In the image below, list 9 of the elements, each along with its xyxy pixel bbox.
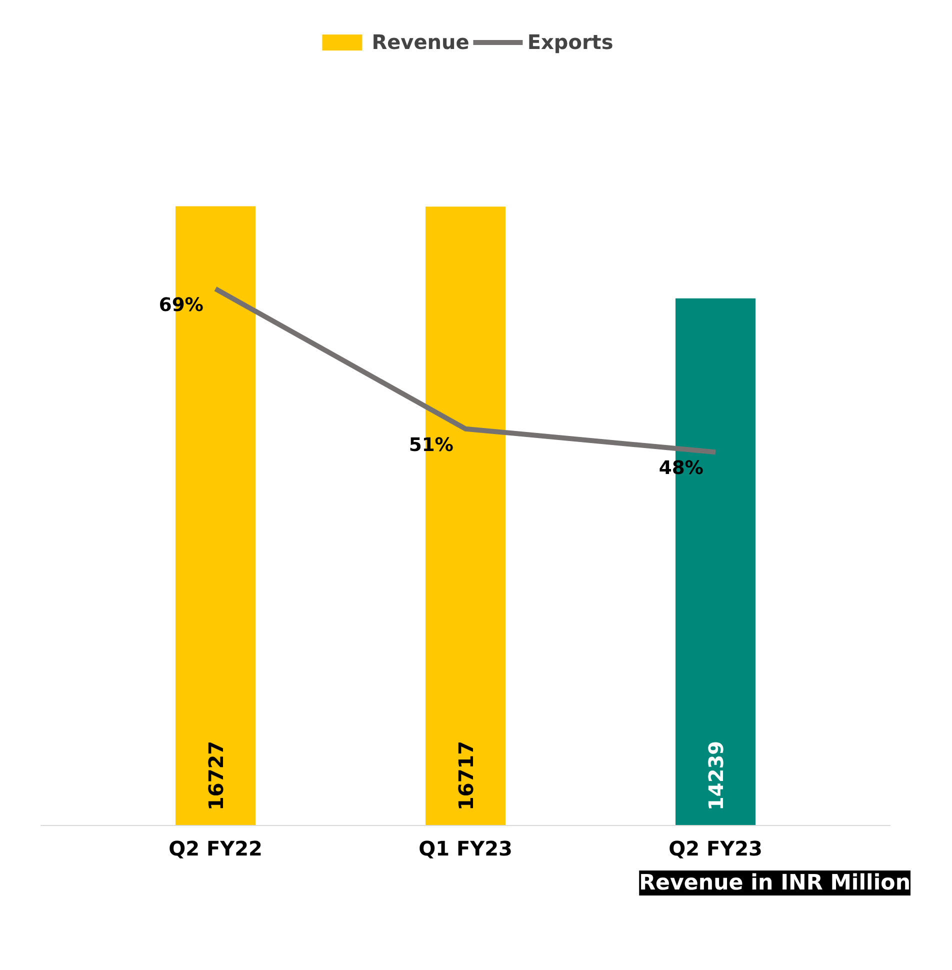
data-label: 14239 (704, 740, 728, 810)
legend-label: Revenue (372, 30, 470, 54)
x-tick-label: Q2 FY22 (168, 836, 262, 860)
data-label: 16727 (204, 740, 228, 810)
data-label: 16717 (454, 740, 478, 810)
text: Revenue in INR Million (639, 870, 911, 896)
x-tick-label: Q2 FY23 (668, 836, 762, 860)
legend-label: Exports (527, 30, 614, 54)
x-tick-label: Q1 FY23 (418, 836, 512, 860)
